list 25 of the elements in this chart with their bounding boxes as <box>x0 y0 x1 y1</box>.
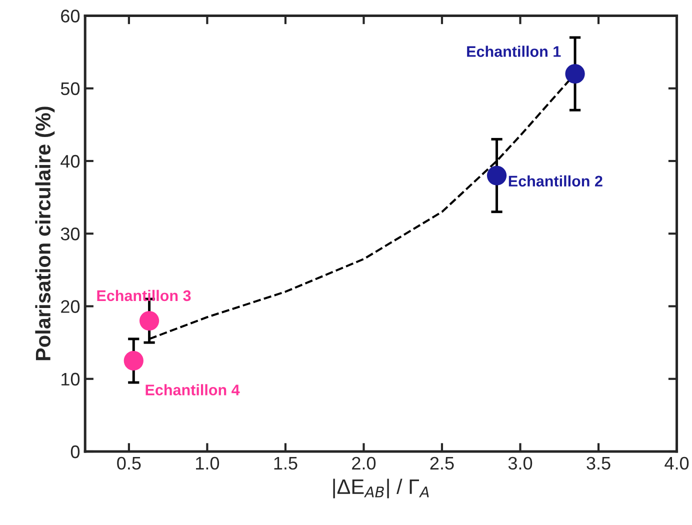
y-tick-label: 0 <box>70 445 80 458</box>
point <box>124 350 144 371</box>
point <box>486 166 507 186</box>
y-tick-label: 40 <box>60 154 80 168</box>
y-tick-label: 50 <box>60 82 80 96</box>
x-tick-label: 4.0 <box>664 456 689 470</box>
x-tick-label: 3.5 <box>586 456 610 470</box>
x-tick-label: 1.5 <box>274 457 298 470</box>
y-tick-label: 20 <box>61 300 80 313</box>
y-axis-title: Polarisation circulaire (%) <box>35 106 55 360</box>
annotation: Echantillon 3 <box>97 290 191 302</box>
y-tick-label: 30 <box>60 228 80 240</box>
x-tick-label: 2.0 <box>352 456 376 470</box>
x-tick-label: 3.0 <box>508 456 532 470</box>
x-tick-label: 0.5 <box>117 456 141 470</box>
annotation: Echantillon 1 <box>467 46 561 57</box>
annotation: Echantillon 2 <box>508 175 602 187</box>
point <box>565 64 585 84</box>
point <box>139 310 160 331</box>
x-axis-title: |ΔE$_{AB}$| / Γ$_{A}$ <box>333 478 429 498</box>
y-tick-label: 10 <box>62 372 80 386</box>
x-tick-label: 2.5 <box>430 456 454 470</box>
x-tick-label: 1.0 <box>196 456 220 470</box>
y-tick-label: 60 <box>61 10 80 22</box>
annotation: Echantillon 4 <box>146 384 240 396</box>
